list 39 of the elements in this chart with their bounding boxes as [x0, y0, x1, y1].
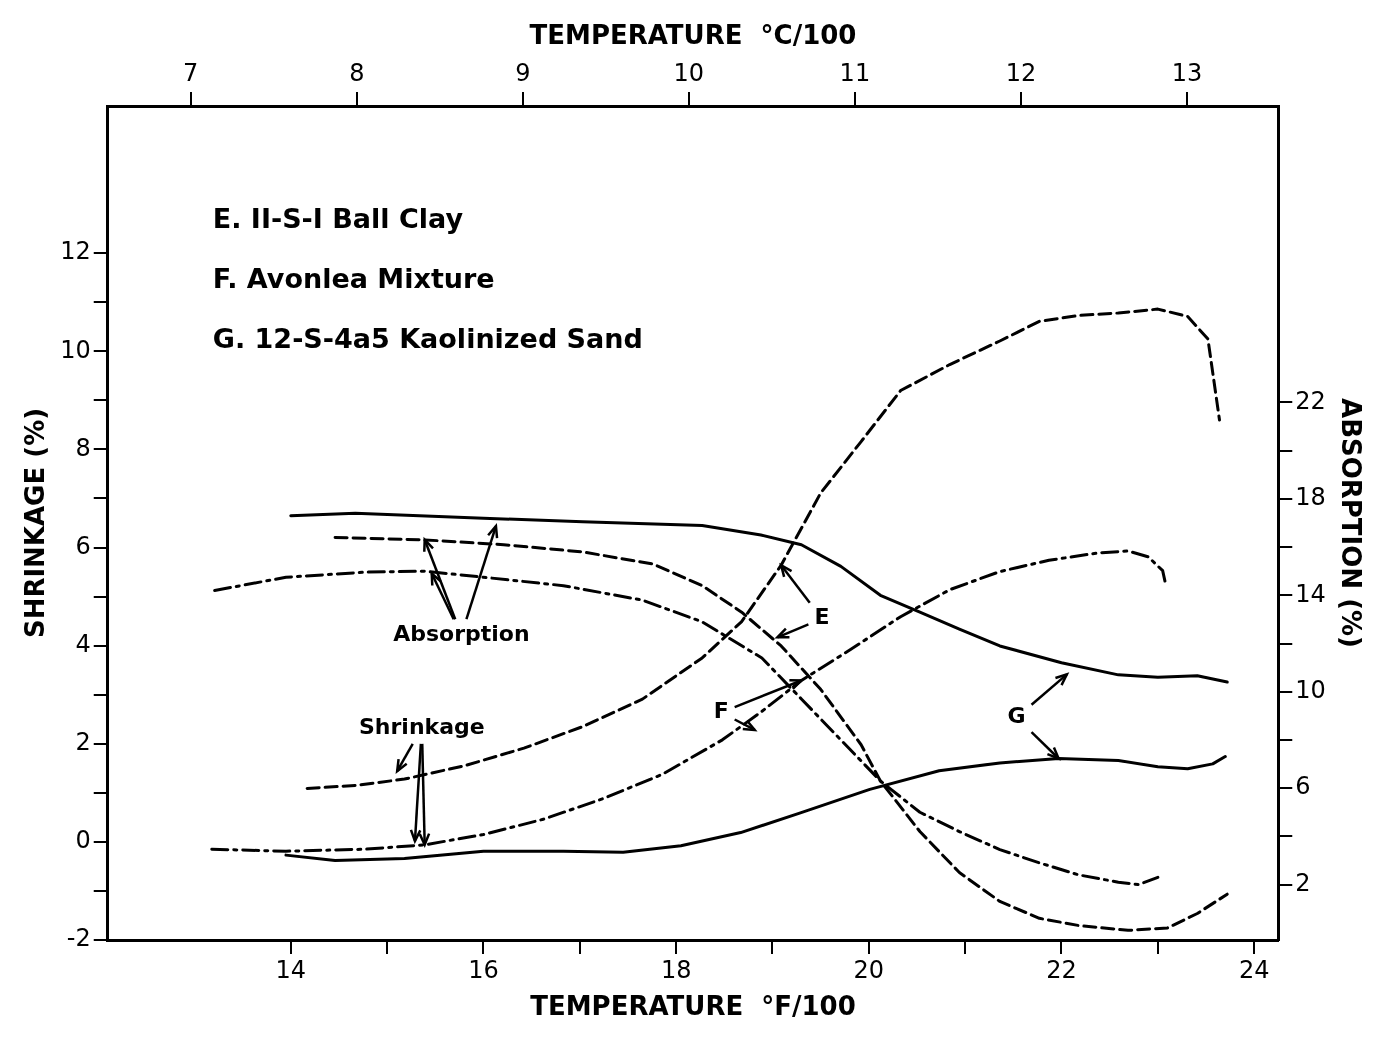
y2-tick-label: 14 [1295, 579, 1326, 608]
y-tick-label: 2 [75, 728, 91, 756]
x-tick-label: 20 [853, 955, 885, 984]
y2-tick-label: 22 [1295, 386, 1326, 415]
annotation: E [814, 604, 830, 630]
x2-tick-label: 11 [839, 58, 871, 87]
x2-axis-title: TEMPERATURE °C/100 [529, 20, 857, 51]
y2-tick-label: 18 [1295, 483, 1326, 512]
annotation: F. Avonlea Mixture [212, 263, 495, 295]
annotation: F [713, 698, 729, 724]
annotation: Absorption [393, 620, 530, 646]
x2-tick-label: 8 [349, 58, 365, 87]
annotation: E. II-S-I Ball Clay [212, 203, 464, 235]
y-tick-label: 4 [75, 629, 91, 658]
x-tick-label: 18 [660, 955, 692, 984]
annotation: G. 12-S-4a5 Kaolinized Sand [212, 323, 643, 355]
y-tick-label: 6 [75, 531, 91, 560]
annotation: G [1007, 703, 1026, 729]
x-tick-label: 14 [275, 955, 307, 984]
y-tick-label: 0 [75, 826, 91, 855]
y2-tick-label: 2 [1295, 868, 1311, 897]
x2-tick-label: 13 [1171, 58, 1203, 87]
x-tick-label: 16 [468, 955, 499, 984]
y-tick-label: -2 [66, 924, 91, 953]
y-tick-label: 10 [60, 335, 91, 364]
x2-tick-label: 10 [673, 58, 705, 87]
x2-tick-label: 12 [1005, 58, 1037, 87]
y2-tick-label: 10 [1295, 675, 1326, 704]
y2-axis-title: ABSORPTION (%) [1335, 398, 1366, 648]
x-tick-label: 22 [1046, 955, 1077, 984]
x-tick-label: 24 [1238, 955, 1270, 984]
x-axis-title: TEMPERATURE °F/100 [530, 991, 856, 1022]
y-tick-label: 12 [60, 237, 91, 266]
x2-tick-label: 7 [183, 58, 199, 87]
y-tick-label: 8 [75, 433, 91, 462]
x2-tick-label: 9 [515, 58, 531, 87]
y2-tick-label: 6 [1295, 772, 1311, 801]
y-axis-title: SHRINKAGE (%) [20, 407, 51, 639]
annotation: Shrinkage [358, 713, 485, 739]
